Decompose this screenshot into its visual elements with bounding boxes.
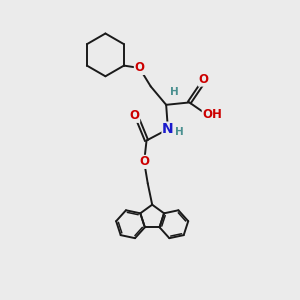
Text: H: H (175, 127, 184, 136)
Text: O: O (130, 109, 140, 122)
Text: O: O (198, 73, 208, 86)
Text: OH: OH (202, 108, 222, 121)
Text: O: O (139, 155, 149, 168)
Text: H: H (170, 87, 179, 97)
Text: O: O (134, 61, 144, 74)
Text: N: N (162, 122, 174, 136)
